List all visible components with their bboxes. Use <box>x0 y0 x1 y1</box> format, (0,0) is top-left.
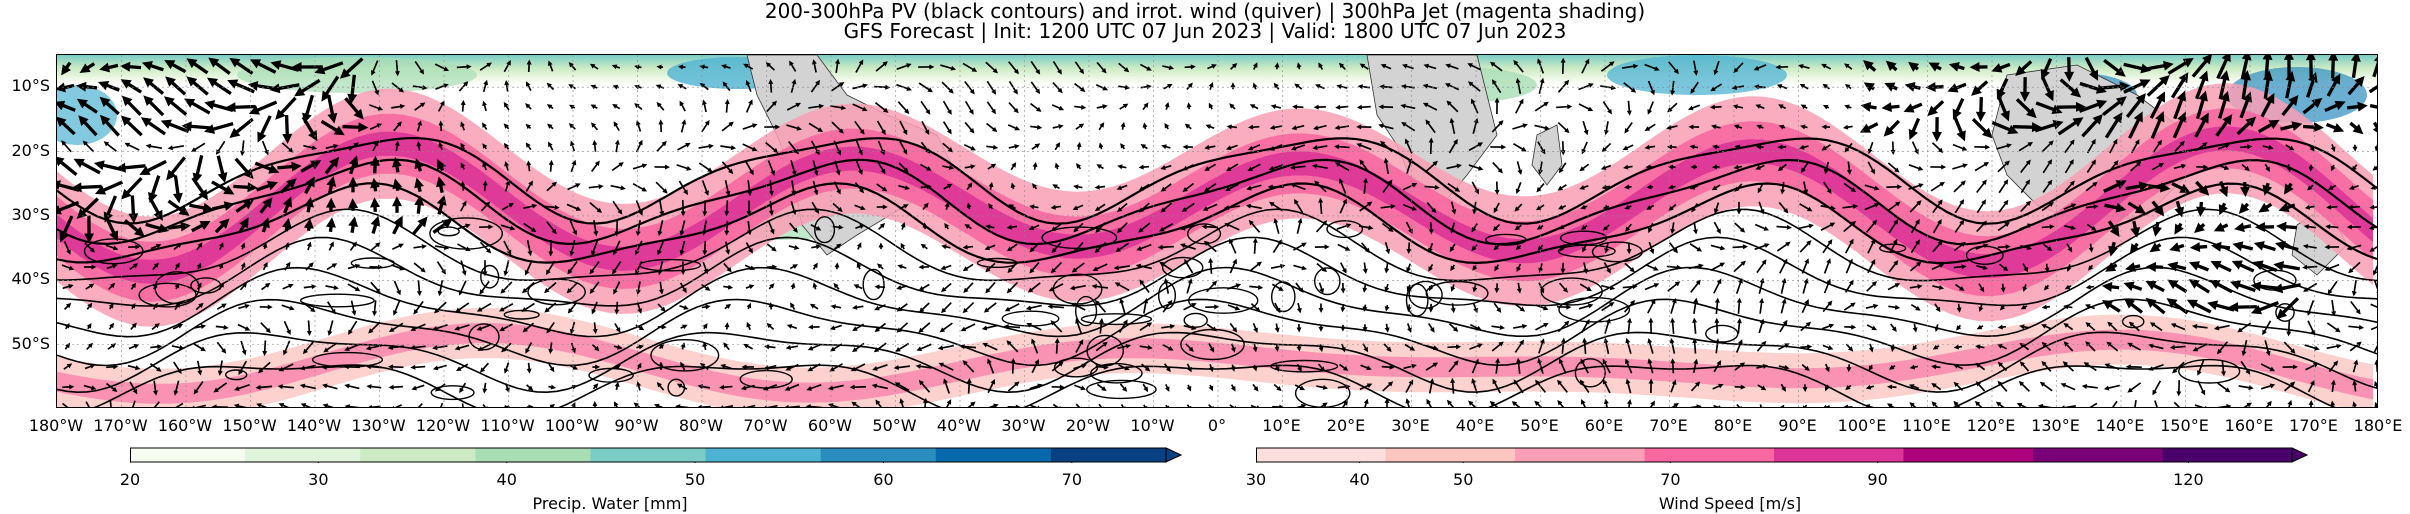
lon-label: 0° <box>1207 416 1227 435</box>
colorbar-tick-label: 40 <box>1349 470 1370 489</box>
lon-label: 10°W <box>1130 416 1175 435</box>
lon-label: 90°E <box>1778 416 1817 435</box>
lon-label: 150°W <box>222 416 277 435</box>
lon-label: 120°E <box>1966 416 2016 435</box>
wind-speed-colorbar <box>1256 447 2308 463</box>
colorbar-tick-label: 50 <box>1453 470 1474 489</box>
lon-label: 80°E <box>1713 416 1753 435</box>
lon-label: 120°W <box>415 416 471 435</box>
lon-label: 10°E <box>1262 416 1301 435</box>
lat-label-40s: 40°S <box>11 269 50 289</box>
lon-label: 130°W <box>351 416 406 435</box>
colorbar-tick-label: 70 <box>1660 470 1681 489</box>
lat-label-20s: 20°S <box>11 140 50 160</box>
lon-label: 140°W <box>286 416 342 435</box>
colorbar-tick-label: 90 <box>1867 470 1888 489</box>
lon-label: 170°W <box>93 416 148 435</box>
lon-label: 170°E <box>2289 416 2338 435</box>
precip-colorbar-label: Precip. Water [mm] <box>532 494 688 513</box>
lon-label: 140°E <box>2095 416 2145 435</box>
lon-label: 130°E <box>2031 416 2080 435</box>
colorbar-tick-label: 70 <box>1061 470 1082 489</box>
lon-label: 160°W <box>157 416 213 435</box>
map-canvas <box>57 55 2377 407</box>
lat-label-30s: 30°S <box>11 204 50 224</box>
irrotational-wind-quivers <box>57 55 2377 407</box>
lon-label: 70°W <box>743 416 788 435</box>
wind-colorbar-label: Wind Speed [m/s] <box>1658 494 1802 513</box>
lon-label: 40°W <box>936 416 982 435</box>
lon-label: 40°E <box>1455 416 1495 435</box>
lon-label: 60°E <box>1584 416 1624 435</box>
map-gridlines <box>57 55 2377 407</box>
lon-label: 100°E <box>1837 416 1887 435</box>
lon-label: 180°E <box>2353 416 2403 435</box>
lon-label: 70°E <box>1649 416 1688 435</box>
lon-label: 160°E <box>2224 416 2274 435</box>
lat-label-10s: 10°S <box>11 76 50 96</box>
lon-label: 150°E <box>2160 416 2209 435</box>
lon-label: 90°W <box>614 416 659 435</box>
colorbar-tick-label: 50 <box>684 470 706 489</box>
lon-label: 20°W <box>1065 416 1111 435</box>
lon-label: 100°W <box>544 416 600 435</box>
lat-label-50s: 50°S <box>11 333 50 353</box>
chart-title: 200-300hPa PV (black contours) and irrot… <box>764 0 1646 23</box>
colorbar-tick-label: 60 <box>873 470 894 489</box>
colorbar-tick-label: 40 <box>496 470 517 489</box>
lon-label: 110°E <box>1902 416 1951 435</box>
lon-label: 180°W <box>28 416 84 435</box>
colorbar-tick-label: 20 <box>119 470 141 489</box>
lon-label: 80°W <box>678 416 724 435</box>
pv-contours <box>57 136 2377 407</box>
precip-water-colorbar <box>130 447 1182 463</box>
lon-label: 30°W <box>1001 416 1046 435</box>
lon-label: 30°E <box>1391 416 1430 435</box>
lon-label: 20°E <box>1326 416 1366 435</box>
lon-label: 50°E <box>1520 416 1559 435</box>
map-panel[interactable] <box>56 54 2378 408</box>
colorbar-tick-label: 30 <box>308 470 329 489</box>
colorbar-tick-label: 30 <box>1245 470 1267 489</box>
lon-label: 110°W <box>480 416 535 435</box>
colorbar-tick-label: 120 <box>2173 470 2204 489</box>
lon-label: 60°W <box>807 416 853 435</box>
chart-subtitle: GFS Forecast | Init: 1200 UTC 07 Jun 202… <box>843 19 1567 43</box>
lon-label: 50°W <box>872 416 917 435</box>
